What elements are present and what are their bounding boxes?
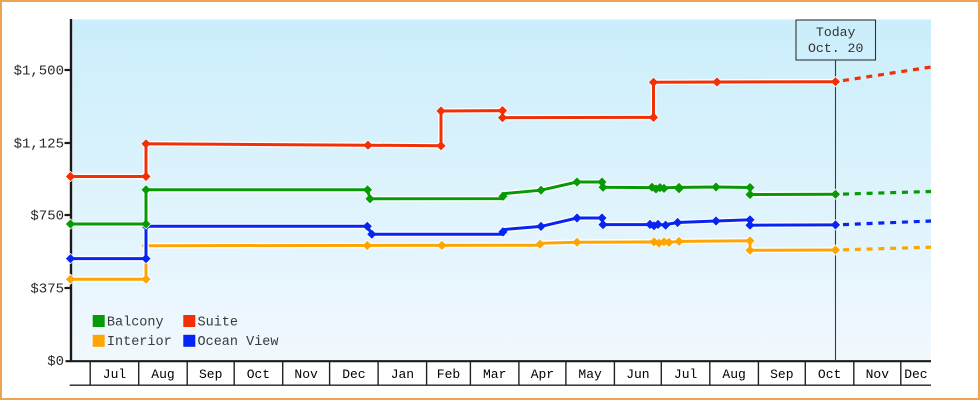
svg-text:Jul: Jul [674,367,698,382]
svg-text:Nov: Nov [294,367,318,382]
svg-text:Interior: Interior [107,335,172,350]
svg-text:Jul: Jul [103,367,127,382]
svg-text:$1,125: $1,125 [14,137,64,153]
svg-text:Sep: Sep [770,367,793,382]
svg-text:$375: $375 [30,282,64,298]
svg-text:Today: Today [816,25,856,40]
svg-text:Jan: Jan [391,367,414,382]
svg-text:Dec: Dec [904,367,927,382]
svg-text:Balcony: Balcony [107,315,164,330]
svg-text:Nov: Nov [866,367,890,382]
svg-text:$750: $750 [30,209,64,225]
svg-text:Aug: Aug [722,367,745,382]
svg-text:Oct. 20: Oct. 20 [808,41,863,56]
svg-text:Sep: Sep [199,367,222,382]
svg-text:$0: $0 [47,354,64,370]
svg-text:Oct: Oct [818,367,841,382]
svg-text:Feb: Feb [437,367,460,382]
svg-text:Dec: Dec [342,367,365,382]
svg-text:Oct: Oct [247,367,270,382]
svg-text:$1,500: $1,500 [14,64,64,80]
svg-text:Apr: Apr [531,367,554,382]
svg-text:Jun: Jun [626,367,649,382]
svg-text:Ocean View: Ocean View [198,335,279,350]
svg-text:May: May [578,367,602,382]
svg-text:Suite: Suite [198,315,239,330]
svg-text:Aug: Aug [151,367,174,382]
svg-text:Mar: Mar [483,367,506,382]
